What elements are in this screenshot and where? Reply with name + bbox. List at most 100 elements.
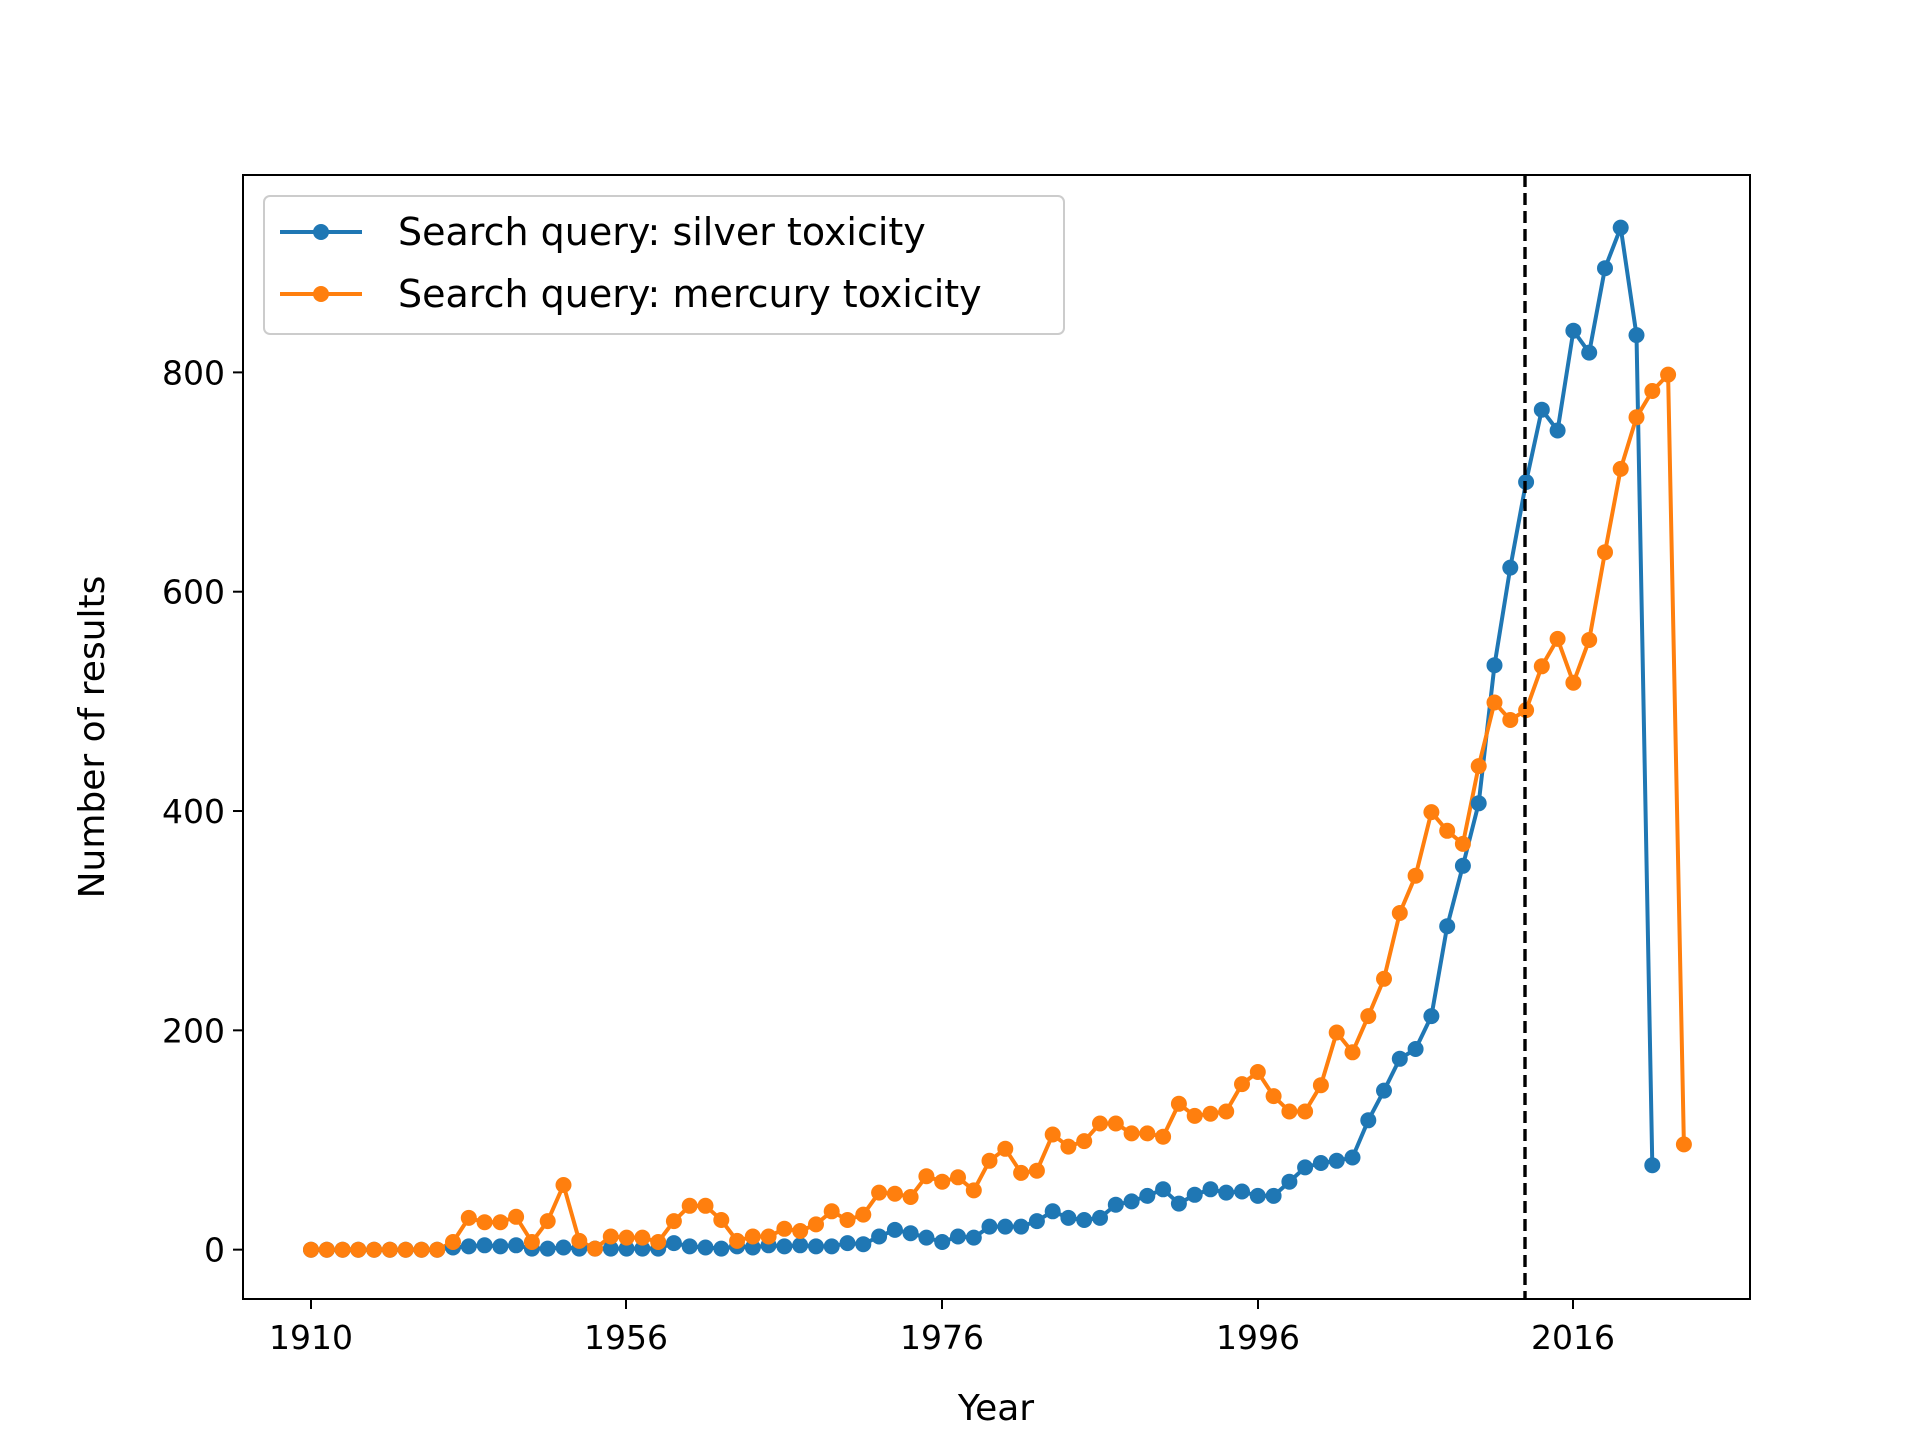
series-markers [303,219,1692,1258]
data-point-1-5 [381,1241,398,1258]
data-point-0-47 [1044,1203,1061,1220]
data-point-0-65 [1328,1152,1345,1169]
data-point-1-81 [1581,632,1598,648]
data-point-1-8 [429,1241,446,1258]
data-point-0-16 [555,1239,572,1256]
data-point-0-42 [965,1229,982,1246]
y-tick-label-3: 600 [162,573,225,612]
data-point-0-40 [934,1234,951,1250]
y-axis-label: Number of results [72,576,113,899]
data-point-1-21 [634,1229,651,1246]
data-point-1-33 [823,1203,840,1220]
data-point-0-37 [886,1221,903,1238]
data-point-1-20 [618,1229,635,1246]
data-point-1-7 [413,1241,430,1258]
x-axis-label: Year [957,1388,1034,1429]
data-point-1-59 [1234,1076,1250,1093]
data-point-1-52 [1123,1125,1140,1142]
data-point-0-80 [1565,322,1582,339]
data-point-1-13 [508,1208,525,1225]
data-point-0-53 [1139,1187,1156,1204]
data-point-0-52 [1123,1193,1140,1210]
data-point-1-15 [539,1213,556,1230]
data-point-1-36 [871,1184,888,1201]
data-point-1-61 [1265,1088,1282,1105]
data-point-1-0 [303,1241,319,1258]
data-point-1-39 [918,1168,935,1185]
data-point-0-34 [839,1235,856,1252]
data-point-1-82 [1597,544,1613,561]
data-point-1-30 [776,1220,793,1237]
y-tick-label-0: 0 [204,1231,225,1270]
data-point-1-79 [1549,630,1566,647]
data-point-0-45 [1013,1218,1030,1235]
data-point-0-79 [1549,422,1566,439]
data-point-1-32 [808,1216,824,1233]
x-axis-ticks: 1910 1956 1976 1996 2016 [269,1299,1615,1357]
data-point-1-65 [1328,1024,1345,1041]
data-point-1-3 [350,1241,367,1258]
data-point-0-74 [1470,795,1487,812]
data-point-0-81 [1581,344,1598,361]
data-point-1-63 [1297,1103,1314,1120]
data-point-1-53 [1139,1125,1156,1142]
data-point-1-47 [1044,1126,1061,1143]
data-point-0-30 [776,1238,793,1255]
data-point-1-48 [1060,1138,1077,1155]
data-point-1-84 [1628,409,1645,426]
data-point-0-49 [1076,1212,1093,1228]
data-point-0-71 [1423,1008,1440,1025]
series-line-1 [311,372,1686,1252]
data-point-1-87 [1675,1136,1692,1153]
data-point-0-51 [1107,1196,1124,1213]
data-point-0-82 [1597,260,1613,277]
data-point-0-60 [1249,1187,1266,1204]
data-point-0-83 [1612,219,1629,236]
data-point-1-80 [1565,674,1582,691]
data-point-0-19 [602,1240,619,1257]
data-point-1-44 [997,1140,1014,1157]
data-point-0-73 [1454,857,1471,874]
y-tick-label-2: 400 [162,792,225,831]
data-point-1-34 [839,1212,856,1228]
data-point-1-71 [1423,804,1440,821]
data-point-1-51 [1107,1115,1124,1132]
y-tick-label-4: 800 [162,353,225,392]
data-point-1-1 [318,1241,335,1258]
data-point-1-40 [934,1173,951,1190]
data-point-0-50 [1092,1209,1108,1226]
data-point-1-38 [902,1189,919,1205]
data-point-0-63 [1297,1159,1314,1176]
data-point-0-48 [1060,1209,1077,1226]
x-tick-label-4: 2016 [1531,1318,1615,1357]
data-point-1-14 [523,1234,540,1250]
data-point-0-55 [1170,1195,1187,1212]
data-point-0-58 [1218,1184,1235,1201]
data-point-0-32 [808,1238,824,1255]
data-point-1-76 [1502,712,1519,728]
data-point-0-66 [1344,1149,1361,1166]
data-point-1-17 [571,1232,588,1249]
data-point-0-76 [1502,559,1519,576]
legend: Search query: silver toxicity Search que… [263,195,1065,335]
data-point-1-68 [1376,970,1392,987]
data-point-0-85 [1644,1157,1661,1174]
data-point-0-41 [950,1228,966,1245]
data-point-1-49 [1076,1133,1093,1150]
data-point-1-67 [1360,1008,1377,1025]
data-point-0-28 [744,1239,761,1256]
data-point-1-25 [697,1197,714,1214]
data-point-1-55 [1170,1095,1187,1112]
data-point-1-42 [965,1182,982,1199]
x-tick-label-0: 1910 [269,1318,353,1357]
y-axis-ticks: 0 200 400 600 800 [162,353,243,1270]
y-tick-label-1: 200 [162,1011,225,1050]
data-point-0-72 [1439,918,1456,935]
data-point-1-72 [1439,822,1456,839]
data-point-1-19 [602,1228,619,1245]
data-point-0-38 [902,1225,919,1242]
data-point-0-84 [1628,327,1645,344]
data-point-1-45 [1013,1164,1030,1181]
data-point-1-73 [1454,835,1471,852]
